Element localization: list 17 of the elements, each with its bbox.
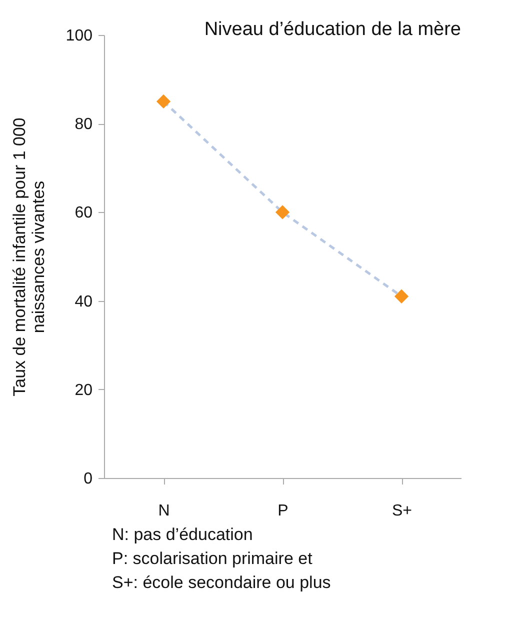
- x-tick-label: N: [158, 502, 170, 520]
- point: [156, 94, 171, 109]
- chart-title: Niveau d’éducation de la mère: [204, 19, 461, 40]
- y-axis-title: Taux de mortalité infantile pour 1 000 naissances vivantes: [10, 118, 48, 396]
- text: S+: école secondaire ou plus: [112, 572, 332, 594]
- x-tick-label: P: [278, 502, 288, 520]
- text: N: pas d’éducation: [112, 524, 254, 546]
- y-tick-label: 40: [74, 293, 93, 310]
- point: [394, 289, 409, 304]
- x-tick-label: S+: [392, 502, 412, 520]
- y-tick-label: 100: [66, 28, 93, 44]
- y-tick-label: 20: [74, 382, 93, 399]
- y-tick-label: 0: [84, 470, 93, 488]
- point: [275, 205, 290, 220]
- y-tick-label: 80: [74, 116, 93, 134]
- text: P: scolarisation primaire et: [112, 548, 314, 570]
- y-tick-label: 60: [74, 204, 93, 222]
